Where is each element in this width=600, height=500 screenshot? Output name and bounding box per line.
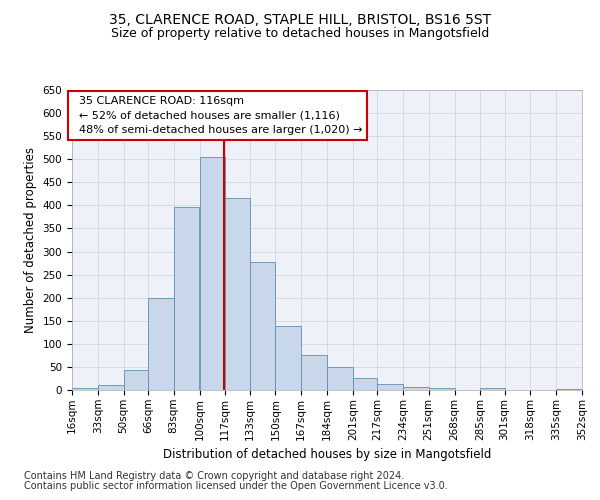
Text: 35, CLARENCE ROAD, STAPLE HILL, BRISTOL, BS16 5ST: 35, CLARENCE ROAD, STAPLE HILL, BRISTOL,… bbox=[109, 12, 491, 26]
Bar bbox=[481, 388, 505, 390]
Y-axis label: Number of detached properties: Number of detached properties bbox=[24, 147, 37, 333]
Text: Size of property relative to detached houses in Mangotsfield: Size of property relative to detached ho… bbox=[111, 28, 489, 40]
Bar bbox=[403, 387, 428, 390]
Bar bbox=[148, 298, 173, 390]
Text: Contains HM Land Registry data © Crown copyright and database right 2024.: Contains HM Land Registry data © Crown c… bbox=[24, 471, 404, 481]
Bar bbox=[428, 388, 455, 390]
Bar bbox=[226, 198, 250, 390]
Bar bbox=[98, 386, 124, 390]
Bar bbox=[301, 356, 327, 390]
Text: 35 CLARENCE ROAD: 116sqm
  ← 52% of detached houses are smaller (1,116)
  48% of: 35 CLARENCE ROAD: 116sqm ← 52% of detach… bbox=[72, 96, 362, 135]
Bar bbox=[72, 388, 98, 390]
Bar bbox=[327, 367, 353, 390]
Bar bbox=[353, 378, 377, 390]
X-axis label: Distribution of detached houses by size in Mangotsfield: Distribution of detached houses by size … bbox=[163, 448, 491, 461]
Bar bbox=[250, 262, 275, 390]
Bar bbox=[377, 384, 403, 390]
Bar bbox=[556, 388, 582, 390]
Text: Contains public sector information licensed under the Open Government Licence v3: Contains public sector information licen… bbox=[24, 481, 448, 491]
Bar bbox=[173, 207, 199, 390]
Bar bbox=[275, 326, 301, 390]
Bar bbox=[199, 157, 226, 390]
Bar bbox=[124, 370, 148, 390]
